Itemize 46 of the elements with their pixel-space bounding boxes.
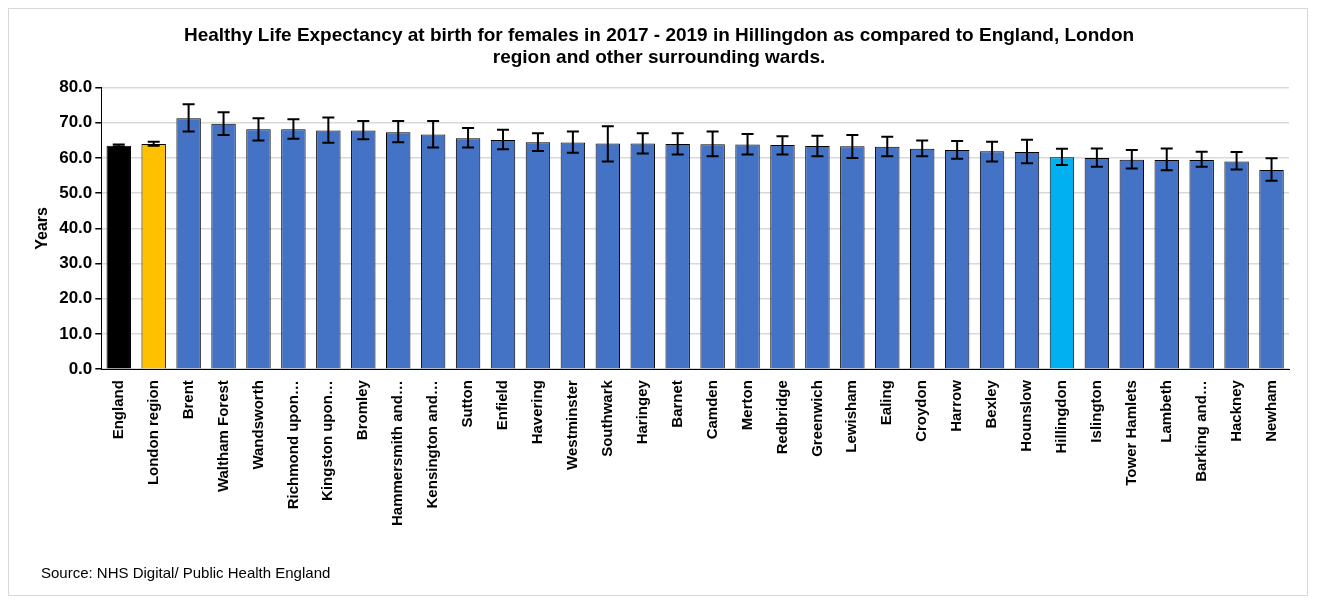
x-tick-label: Southwark xyxy=(597,379,615,457)
y-tick-label: 50.0 xyxy=(59,182,93,202)
x-tick-label: Tower Hamlets xyxy=(1121,380,1139,486)
x-tick-label: Greenwich xyxy=(807,380,825,457)
x-tick-label: London region xyxy=(143,380,161,486)
x-tick-label: Islington xyxy=(1087,380,1105,443)
y-tick-label: 30.0 xyxy=(59,253,93,273)
y-tick-label: 60.0 xyxy=(59,147,93,167)
x-tick-label: Camden xyxy=(702,380,720,440)
x-tick-label: Havering xyxy=(528,380,546,445)
x-tick-label: Waltham Forest xyxy=(213,380,231,493)
x-tick-label: Bromley xyxy=(353,379,371,441)
x-tick-label: Hammersmith and… xyxy=(388,380,406,527)
y-tick-label: 0.0 xyxy=(68,358,93,378)
y-axis-title: Years xyxy=(33,206,51,250)
x-tick-label: Redbridge xyxy=(772,380,790,455)
x-tick-label: Enfield xyxy=(493,380,511,431)
x-tick-label: Bexley xyxy=(982,379,1000,429)
x-tick-label: Hounslow xyxy=(1017,379,1035,452)
x-tick-label: Haringey xyxy=(632,379,650,445)
x-tick-label: Kingston upon… xyxy=(318,380,336,501)
x-tick-label: Wandsworth xyxy=(248,380,266,470)
x-tick-label: Kensington and… xyxy=(423,380,441,509)
source-note: Source: NHS Digital/ Public Health England xyxy=(41,564,331,581)
x-tick-label: Newham xyxy=(1261,380,1279,442)
y-tick-label: 40.0 xyxy=(59,218,93,238)
x-tick-label: Lewisham xyxy=(842,380,860,453)
x-tick-label: Merton xyxy=(737,380,755,431)
x-tick-label: Barking and… xyxy=(1191,380,1209,482)
x-tick-label: England xyxy=(108,380,126,440)
x-tick-label: Hackney xyxy=(1226,379,1244,442)
x-tick-label: Croydon xyxy=(912,380,930,442)
x-tick-label: Lambeth xyxy=(1156,380,1174,443)
x-tick-label: Brent xyxy=(178,380,196,420)
y-tick-label: 70.0 xyxy=(59,112,93,132)
y-tick-label: 20.0 xyxy=(59,288,93,308)
chart-title: Healthy Life Expectancy at birth for females in 2017 - 2019 in Hillingdon as compared to England, London region and other surrounding wards. xyxy=(183,23,1135,68)
x-tick-label: Ealing xyxy=(877,380,895,426)
x-tick-label: Barnet xyxy=(667,380,685,428)
x-tick-label: Sutton xyxy=(458,380,476,428)
x-tick-label: Richmond upon… xyxy=(283,380,301,510)
y-tick-label: 80.0 xyxy=(59,77,93,97)
x-tick-label: Westminster xyxy=(563,379,581,470)
y-tick-label: 10.0 xyxy=(59,323,93,343)
x-tick-label: Hillingdon xyxy=(1052,380,1070,454)
x-tick-label: Harrow xyxy=(947,379,965,432)
